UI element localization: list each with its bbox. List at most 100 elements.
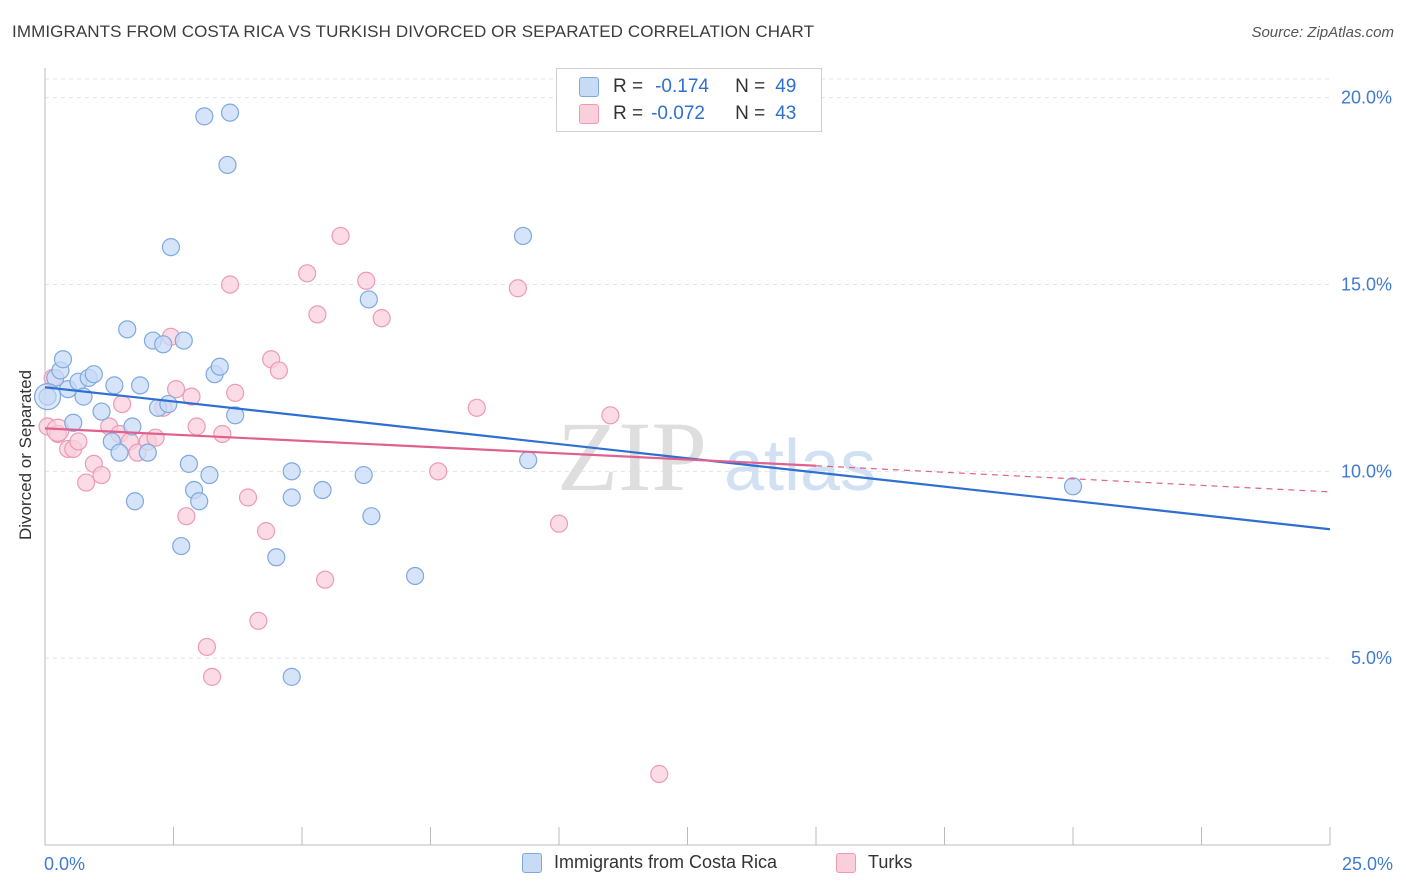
y-axis-label: Divorced or Separated: [16, 369, 35, 541]
point-costa-rica: [359, 290, 378, 309]
stats-row-costa-rica: R = -0.174 N = 49: [579, 75, 796, 99]
r-label: R =: [613, 76, 644, 97]
n-label: N =: [735, 76, 766, 97]
stats-legend: R = -0.174 N = 49 R = -0.072 N = 43: [556, 68, 822, 132]
point-turks: [549, 514, 569, 533]
point-turks: [467, 398, 486, 417]
point-costa-rica: [513, 226, 533, 246]
point-costa-rica: [159, 394, 178, 414]
point-costa-rica: [267, 548, 286, 567]
point-turks: [146, 428, 165, 447]
point-costa-rica: [218, 155, 237, 175]
point-costa-rica: [200, 465, 219, 485]
series-costa-rica-points: [33, 103, 1083, 686]
point-turks: [202, 667, 222, 686]
point-turks: [316, 570, 335, 589]
point-turks: [69, 432, 88, 451]
point-costa-rica: [125, 492, 145, 511]
chart-title: IMMIGRANTS FROM COSTA RICA VS TURKISH DI…: [12, 22, 815, 41]
point-turks: [429, 462, 448, 481]
point-costa-rica: [110, 443, 129, 462]
legend-item-turks: Turks: [836, 852, 912, 873]
n-value: 43: [775, 103, 797, 124]
point-costa-rica: [179, 454, 199, 473]
point-costa-rica: [282, 488, 301, 507]
legend-swatch-blue: [522, 852, 542, 873]
point-turks: [249, 611, 268, 630]
n-value: 49: [775, 76, 797, 97]
point-costa-rica: [210, 357, 229, 376]
point-costa-rica-cluster: [33, 383, 62, 411]
point-turks: [238, 488, 258, 507]
y-tick-label: 15.0%: [1341, 275, 1392, 295]
point-turks: [177, 507, 196, 526]
point-turks: [226, 383, 245, 402]
trend-line-turks: [44, 427, 817, 467]
point-costa-rica: [84, 365, 103, 384]
point-turks: [601, 406, 620, 425]
point-turks: [508, 279, 527, 298]
point-turks: [112, 394, 132, 414]
point-costa-rica: [174, 331, 193, 350]
point-turks: [220, 275, 240, 294]
point-turks: [650, 764, 669, 784]
point-costa-rica: [405, 566, 425, 586]
point-turks: [298, 264, 317, 283]
point-turks: [187, 417, 206, 436]
point-costa-rica: [138, 443, 157, 462]
source-label: Source: ZipAtlas.com: [1251, 24, 1394, 41]
x-tick-label-max: 25.0%: [1342, 854, 1393, 874]
legend-item-costa-rica: Immigrants from Costa Rica: [522, 852, 777, 873]
point-turks: [213, 424, 232, 444]
series-turks-points: [38, 226, 669, 784]
point-costa-rica: [195, 107, 214, 126]
point-costa-rica: [154, 335, 173, 354]
point-costa-rica: [282, 667, 301, 686]
y-tick-label: 20.0%: [1341, 88, 1392, 108]
point-costa-rica: [105, 376, 124, 395]
point-costa-rica: [118, 320, 137, 339]
point-costa-rica: [92, 402, 111, 421]
legend-label: Turks: [868, 852, 913, 872]
point-costa-rica: [172, 536, 191, 556]
point-costa-rica: [220, 103, 240, 122]
point-turks: [92, 465, 111, 485]
point-turks: [269, 361, 288, 380]
y-tick-label: 5.0%: [1351, 648, 1392, 668]
trend-lines: [44, 386, 1331, 531]
x-tick-label-min: 0.0%: [44, 854, 85, 874]
legend-swatch-blue: [579, 77, 599, 97]
point-costa-rica: [64, 413, 83, 432]
point-costa-rica: [519, 451, 538, 470]
point-costa-rica: [53, 350, 73, 369]
point-turks: [197, 637, 217, 657]
y-tick-label: 10.0%: [1341, 461, 1392, 481]
tick-labels: 5.0% 10.0% 15.0% 20.0% 0.0% 25.0%: [44, 88, 1393, 874]
point-costa-rica: [1063, 477, 1083, 496]
point-turks: [357, 271, 376, 290]
point-costa-rica: [226, 406, 245, 425]
legend-label: Immigrants from Costa Rica: [554, 852, 778, 872]
n-label: N =: [735, 103, 766, 124]
point-costa-rica: [130, 376, 150, 395]
point-turks: [331, 226, 350, 246]
series-legend: Immigrants from Costa Rica Turks: [0, 852, 1406, 878]
trend-line-turks-extrapolated: [815, 465, 1331, 493]
r-value: -0.072: [651, 103, 705, 124]
legend-swatch-pink: [579, 104, 599, 124]
point-costa-rica: [354, 465, 373, 485]
point-turks: [256, 522, 276, 541]
point-turks: [166, 380, 186, 399]
point-costa-rica: [161, 238, 181, 257]
stats-row-turks: R = -0.072 N = 43: [579, 102, 796, 126]
point-costa-rica: [123, 417, 142, 436]
legend-swatch-pink: [836, 852, 856, 873]
point-costa-rica: [313, 480, 332, 500]
point-turks: [372, 309, 391, 328]
point-costa-rica: [362, 507, 381, 526]
trend-line-costa-rica: [44, 386, 1331, 531]
r-value: -0.174: [655, 76, 709, 97]
point-costa-rica: [190, 492, 209, 511]
point-turks: [77, 473, 96, 492]
